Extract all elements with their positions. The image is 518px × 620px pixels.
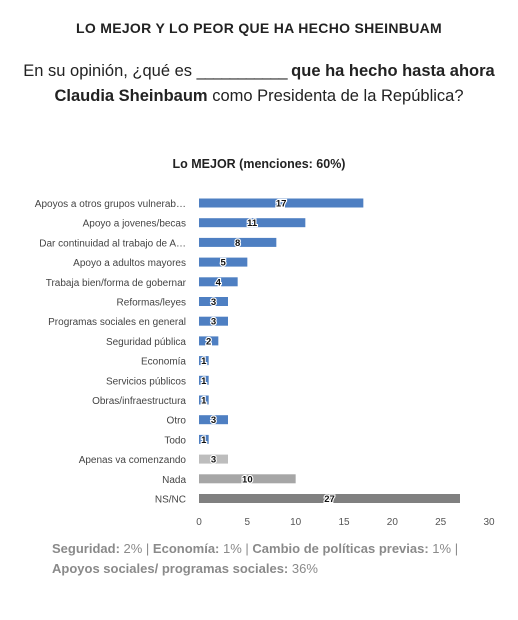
question-bold-phrase: que ha hecho hasta ahora (291, 62, 495, 80)
bar (199, 277, 238, 287)
data-label: 1 (201, 356, 207, 367)
data-label: 8 (235, 238, 240, 249)
footer-line-2: Apoyos sociales/ programas sociales: 36% (52, 559, 492, 579)
category-label: Trabaja bien/forma de gobernar (46, 278, 187, 289)
x-tick-label: 0 (196, 517, 202, 528)
bar (199, 434, 209, 444)
category-label: Apoyos a otros grupos vulnerab… (35, 199, 186, 210)
x-tick-label: 5 (245, 517, 251, 528)
bar (199, 297, 228, 306)
bar (199, 494, 460, 503)
bar (199, 336, 219, 346)
x-tick-label: 30 (483, 517, 495, 528)
category-label: NS/NC (155, 495, 186, 506)
footer-value: 1% (219, 541, 242, 556)
footer-line-1: Seguridad: 2% | Economía: 1% | Cambio de… (52, 539, 492, 559)
category-label: Obras/infraestructura (92, 396, 186, 407)
x-tick-label: 20 (387, 517, 399, 528)
bar (199, 218, 306, 228)
bar (199, 237, 277, 247)
data-label: 1 (201, 376, 207, 387)
data-label: 3 (211, 415, 216, 426)
category-label: Programas sociales en general (48, 317, 186, 328)
question-text-end: como Presidenta de la República? (212, 87, 464, 105)
data-label: 11 (247, 218, 258, 229)
question-blank: ___________ (196, 62, 288, 80)
question-bold-name: Claudia Sheinbaum (54, 87, 208, 105)
bar (199, 474, 296, 484)
footer-label: Cambio de políticas previas: (252, 541, 429, 556)
data-label: 17 (276, 199, 287, 210)
category-label: Otro (167, 416, 187, 427)
footer-separator: | (241, 541, 253, 556)
page-title: LO MEJOR Y LO PEOR QUE HA HECHO SHEINBUA… (76, 20, 442, 36)
data-label: 3 (211, 455, 216, 466)
chart-title: Lo MEJOR (menciones: 60%) (172, 157, 346, 171)
survey-question: En su opinión, ¿qué es ___________ que h… (0, 59, 518, 109)
x-tick-label: 10 (290, 517, 302, 528)
category-label: Seguridad pública (106, 337, 186, 348)
footer-separator: | (451, 541, 459, 556)
footer-label: Seguridad: (52, 541, 120, 556)
x-tick-label: 25 (435, 517, 447, 528)
bar (199, 395, 209, 405)
bar (199, 198, 364, 208)
bar (199, 375, 209, 385)
data-label: 27 (324, 494, 335, 505)
bar (199, 316, 228, 326)
category-label: Todo (164, 435, 186, 446)
category-label: Economía (141, 357, 186, 368)
footer-separator: | (142, 541, 153, 556)
category-label: Nada (162, 475, 186, 486)
data-label: 2 (206, 336, 211, 347)
data-label: 10 (242, 474, 253, 485)
x-tick-label: 15 (338, 517, 350, 528)
data-label: 1 (201, 435, 207, 446)
footer-value: 1% (428, 541, 452, 556)
bar (199, 257, 248, 267)
category-label: Servicios públicos (106, 376, 186, 387)
data-label: 3 (211, 317, 216, 328)
question-text-start: En su opinión, ¿qué es (23, 62, 193, 80)
footer-label: Economía: (152, 541, 220, 556)
category-label: Reformas/leyes (117, 298, 186, 309)
category-label: Dar continuidad al trabajo de A… (39, 238, 186, 249)
bar (199, 415, 228, 425)
data-label: 4 (216, 277, 222, 288)
data-label: 1 (201, 396, 207, 407)
category-label: Apenas va comenzando (79, 455, 187, 466)
footer-value: 2% (119, 541, 143, 556)
category-label: Apoyo a adultos mayores (73, 258, 186, 269)
footer-notes: Seguridad: 2% | Economía: 1% | Cambio de… (52, 539, 492, 579)
footer-value: 36% (288, 561, 318, 576)
bar (199, 356, 209, 366)
category-label: Apoyo a jovenes/becas (83, 219, 186, 230)
data-label: 3 (211, 297, 216, 308)
bar (199, 454, 228, 464)
data-label: 5 (221, 258, 227, 269)
footer-label: Apoyos sociales/ programas sociales: (52, 561, 289, 576)
